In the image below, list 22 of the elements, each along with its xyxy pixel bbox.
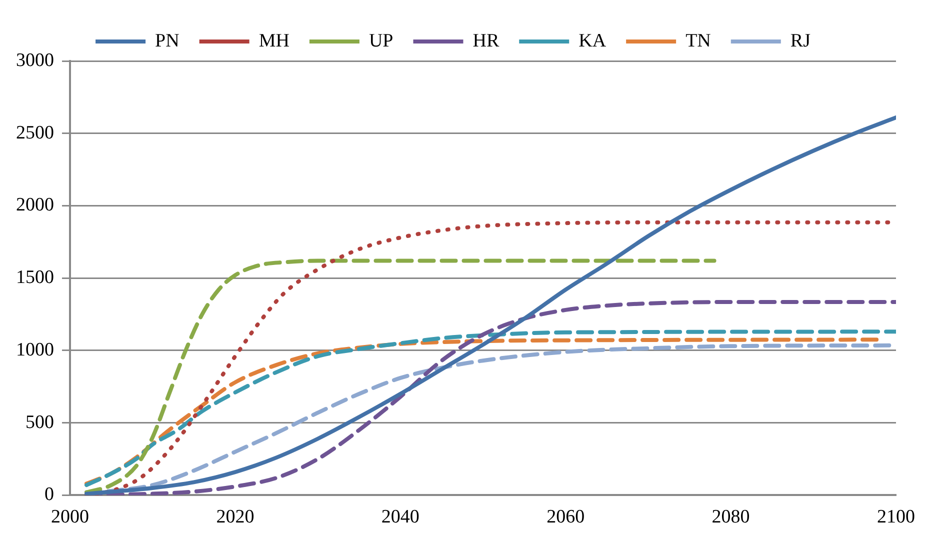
line-series <box>84 258 716 494</box>
x-tick-label: 2100 <box>877 506 915 528</box>
line-series <box>84 115 896 496</box>
y-tick-label: 500 <box>26 412 54 433</box>
x-tick-label: 2000 <box>51 506 89 528</box>
legend-label: UP <box>368 30 394 52</box>
y-tick-label: 2000 <box>16 194 54 216</box>
y-tick-label: 1000 <box>16 339 54 360</box>
x-tick-label: 2060 <box>546 506 585 528</box>
legend-label: PN <box>155 30 180 52</box>
y-tick-label: 1500 <box>16 267 54 288</box>
y-tick-label: 2500 <box>16 122 54 144</box>
x-tick-label: 2080 <box>712 506 750 528</box>
legend-label: RJ <box>790 30 810 52</box>
x-tick-label: 2040 <box>381 506 420 528</box>
legend-label: TN <box>686 30 712 52</box>
legend-label: HR <box>472 30 500 52</box>
legend-label: MH <box>258 30 290 52</box>
y-tick-label: 0 <box>44 484 54 506</box>
y-tick-label: 3000 <box>16 50 54 71</box>
x-tick-label: 2020 <box>216 506 254 528</box>
legend-label: KA <box>578 30 606 52</box>
